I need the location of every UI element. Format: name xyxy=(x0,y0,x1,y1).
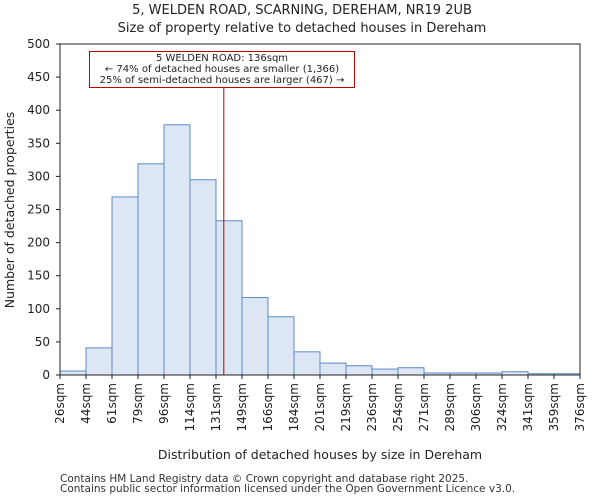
y-tick-label: 350 xyxy=(27,136,50,150)
y-tick-label: 50 xyxy=(35,335,50,349)
x-tick-label: 149sqm xyxy=(235,383,249,431)
x-tick-label: 254sqm xyxy=(391,383,405,431)
chart-title: 5, WELDEN ROAD, SCARNING, DEREHAM, NR19 … xyxy=(132,3,472,18)
y-tick-label: 300 xyxy=(27,169,50,183)
footer-line-1: Contains HM Land Registry data © Crown c… xyxy=(60,473,469,485)
y-tick-label: 400 xyxy=(27,103,50,117)
y-tick-label: 500 xyxy=(27,37,50,51)
x-tick-label: 341sqm xyxy=(521,383,535,431)
x-tick-label: 219sqm xyxy=(339,383,353,431)
bar-114sqm xyxy=(189,179,217,376)
annotation-line-2: ← 74% of detached houses are smaller (1,… xyxy=(104,64,340,75)
y-axis-label: Number of detached properties xyxy=(2,112,17,309)
x-tick-label: 44sqm xyxy=(79,383,93,424)
bar-44sqm xyxy=(85,347,113,376)
bar-96sqm xyxy=(163,124,191,376)
x-tick-label: 236sqm xyxy=(365,383,379,431)
y-tick-label: 450 xyxy=(27,70,50,84)
x-tick-label: 324sqm xyxy=(495,383,509,431)
bar-131sqm xyxy=(215,220,243,376)
x-tick-label: 61sqm xyxy=(105,383,119,424)
x-tick-label: 26sqm xyxy=(53,383,67,424)
annotation-line-1: 5 WELDEN ROAD: 136sqm xyxy=(155,53,289,64)
x-tick-label: 114sqm xyxy=(183,383,197,431)
y-tick-label: 100 xyxy=(27,302,50,316)
y-tick-label: 150 xyxy=(27,269,50,283)
y-axis: 0 50 100 150 200 250 300 350 400 450 500 xyxy=(27,37,60,382)
bar-26sqm xyxy=(59,370,87,376)
x-axis-label: Distribution of detached houses by size … xyxy=(158,447,482,462)
x-tick-label: 96sqm xyxy=(157,383,171,424)
bar-254sqm xyxy=(397,367,425,376)
x-tick-label: 289sqm xyxy=(443,383,457,431)
y-tick-label: 250 xyxy=(27,203,50,217)
footer-line-2: Contains public sector information licen… xyxy=(60,483,516,495)
bar-219sqm xyxy=(345,365,373,376)
x-tick-label: 131sqm xyxy=(209,383,223,431)
x-tick-label: 271sqm xyxy=(417,383,431,431)
x-tick-label: 184sqm xyxy=(287,383,301,431)
bar-61sqm xyxy=(111,196,139,376)
bar-166sqm xyxy=(267,316,295,376)
bars-group xyxy=(59,124,581,376)
annotation-line-3: 25% of semi-detached houses are larger (… xyxy=(99,75,345,86)
y-tick-label: 0 xyxy=(42,368,50,382)
bar-184sqm xyxy=(293,351,321,376)
x-tick-label: 306sqm xyxy=(469,383,483,431)
x-tick-label: 359sqm xyxy=(547,383,561,431)
bar-201sqm xyxy=(319,362,347,376)
x-tick-label: 376sqm xyxy=(573,383,587,431)
x-tick-label: 166sqm xyxy=(261,383,275,431)
x-tick-label: 79sqm xyxy=(131,383,145,424)
bar-236sqm xyxy=(371,368,399,376)
x-tick-label: 201sqm xyxy=(313,383,327,431)
bar-79sqm xyxy=(137,163,165,376)
y-tick-label: 200 xyxy=(27,236,50,250)
bar-149sqm xyxy=(241,297,269,376)
annotation-box: 5 WELDEN ROAD: 136sqm ← 74% of detached … xyxy=(89,51,355,88)
x-axis: 26sqm 44sqm 61sqm 79sqm 96sqm 114sqm 131sqm 149… xyxy=(53,375,587,431)
chart-subtitle: Size of property relative to detached ho… xyxy=(118,21,487,36)
